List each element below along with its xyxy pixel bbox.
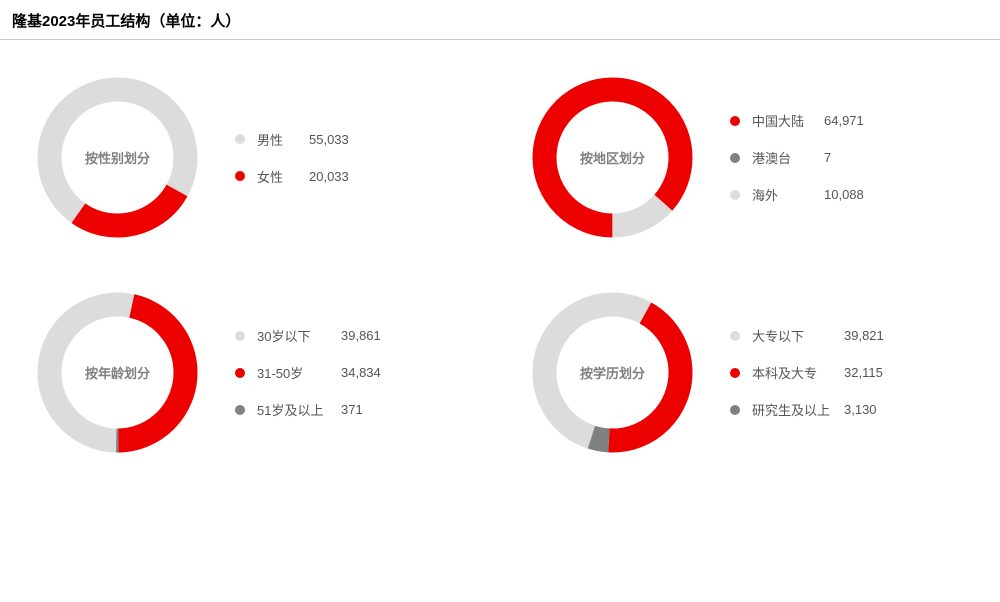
legend: 中国大陆 64,971 港澳台 7 海外 10,088 xyxy=(730,111,864,204)
legend: 30岁以下 39,861 31-50岁 34,834 51岁及以上 371 xyxy=(235,326,381,419)
legend-label: 男性 xyxy=(257,130,297,149)
donut-panel: 按年龄划分 30岁以下 39,861 31-50岁 34,834 51岁及以上 371 xyxy=(30,285,485,460)
legend-swatch xyxy=(235,405,245,415)
legend-label: 31-50岁 xyxy=(257,363,329,382)
legend-label: 大专以下 xyxy=(752,326,832,345)
legend-swatch xyxy=(730,368,740,378)
donut-chart: 按性别划分 xyxy=(30,70,205,245)
legend-value: 39,821 xyxy=(844,328,884,343)
legend-label: 本科及大专 xyxy=(752,363,832,382)
legend-swatch xyxy=(730,190,740,200)
legend-item: 大专以下 39,821 xyxy=(730,326,884,345)
legend-swatch xyxy=(235,171,245,181)
legend-item: 研究生及以上 3,130 xyxy=(730,400,884,419)
legend-item: 51岁及以上 371 xyxy=(235,400,381,419)
legend-item: 本科及大专 32,115 xyxy=(730,363,884,382)
legend-value: 20,033 xyxy=(309,169,349,184)
legend-label: 港澳台 xyxy=(752,148,812,167)
legend-label: 女性 xyxy=(257,167,297,186)
page-title: 隆基2023年员工结构（单位：人） xyxy=(0,0,1000,39)
donut-panel: 按学历划分 大专以下 39,821 本科及大专 32,115 研究生及以上 3,130 xyxy=(525,285,980,460)
legend-item: 女性 20,033 xyxy=(235,167,349,186)
legend-label: 30岁以下 xyxy=(257,326,329,345)
legend-swatch xyxy=(235,331,245,341)
legend-swatch xyxy=(730,153,740,163)
chart-grid: 按性别划分 男性 55,033 女性 20,033 按地区划分 中国大陆 64,971 港澳台 7… xyxy=(0,40,1000,480)
donut-chart: 按地区划分 xyxy=(525,70,700,245)
donut-panel: 按地区划分 中国大陆 64,971 港澳台 7 海外 10,088 xyxy=(525,70,980,245)
legend-value: 64,971 xyxy=(824,113,864,128)
legend-item: 海外 10,088 xyxy=(730,185,864,204)
legend-item: 港澳台 7 xyxy=(730,148,864,167)
legend: 男性 55,033 女性 20,033 xyxy=(235,130,349,186)
legend-swatch xyxy=(730,116,740,126)
legend-value: 34,834 xyxy=(341,365,381,380)
legend-value: 55,033 xyxy=(309,132,349,147)
legend-item: 中国大陆 64,971 xyxy=(730,111,864,130)
legend-label: 海外 xyxy=(752,185,812,204)
legend-label: 51岁及以上 xyxy=(257,400,329,419)
legend-swatch xyxy=(235,368,245,378)
donut-chart: 按学历划分 xyxy=(525,285,700,460)
legend-label: 中国大陆 xyxy=(752,111,812,130)
legend-value: 32,115 xyxy=(844,365,883,380)
legend-value: 39,861 xyxy=(341,328,381,343)
legend-value: 371 xyxy=(341,402,363,417)
legend-item: 男性 55,033 xyxy=(235,130,349,149)
legend-item: 30岁以下 39,861 xyxy=(235,326,381,345)
donut-chart: 按年龄划分 xyxy=(30,285,205,460)
legend-swatch xyxy=(730,405,740,415)
legend-value: 10,088 xyxy=(824,187,864,202)
legend-label: 研究生及以上 xyxy=(752,400,832,419)
legend-swatch xyxy=(730,331,740,341)
legend-swatch xyxy=(235,134,245,144)
legend-value: 7 xyxy=(824,150,831,165)
legend-item: 31-50岁 34,834 xyxy=(235,363,381,382)
legend-value: 3,130 xyxy=(844,402,877,417)
donut-panel: 按性别划分 男性 55,033 女性 20,033 xyxy=(30,70,485,245)
legend: 大专以下 39,821 本科及大专 32,115 研究生及以上 3,130 xyxy=(730,326,884,419)
